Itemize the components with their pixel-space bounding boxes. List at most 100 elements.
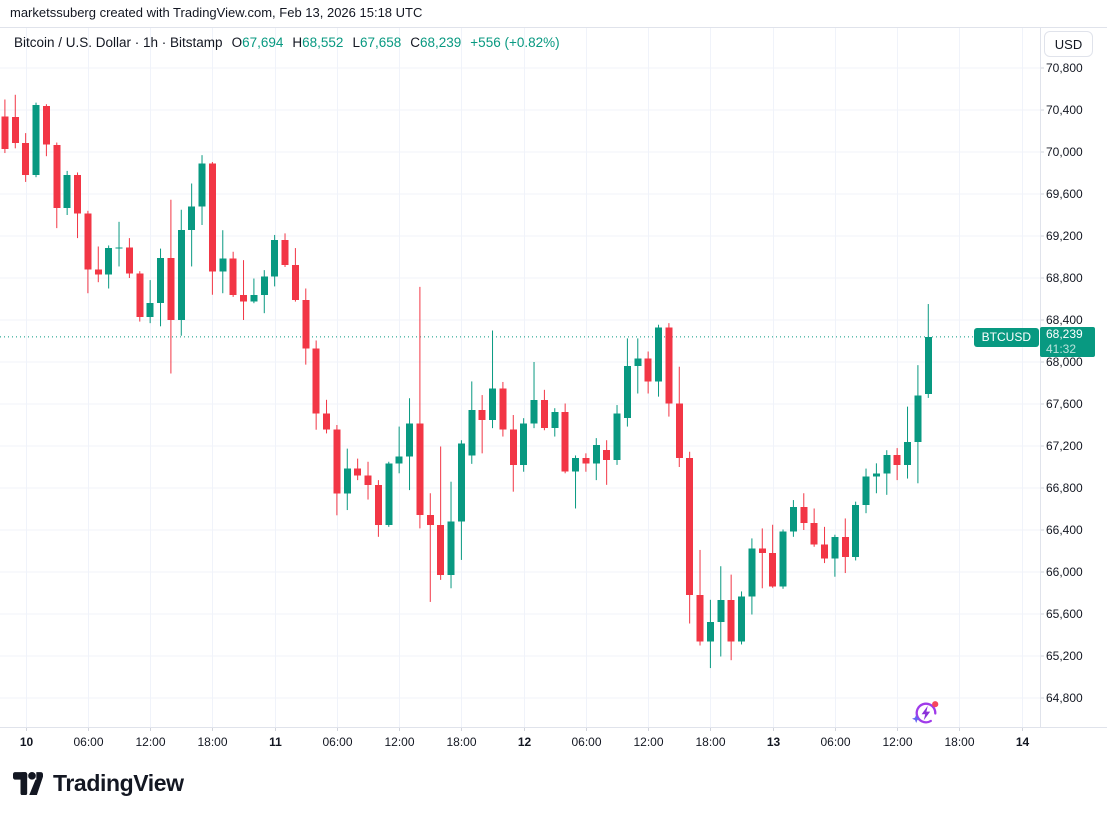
time-axis-label: 18:00 (197, 735, 228, 749)
candle-body (437, 524, 445, 576)
symbol-title[interactable]: Bitcoin / U.S. Dollar · 1h · Bitstamp (14, 35, 223, 50)
red-dot-icon (932, 701, 939, 708)
candle-body (862, 476, 870, 505)
candle-body (893, 454, 901, 465)
candle-body (22, 143, 30, 176)
candle-body (406, 423, 414, 457)
price-axis-label: 65,600 (1046, 606, 1083, 621)
time-axis-label: 13 (766, 735, 781, 749)
candle-body (208, 163, 216, 272)
candle-body (623, 366, 631, 419)
time-axis-label: 06:00 (73, 735, 104, 749)
candle-body (540, 399, 548, 429)
candle-body (11, 116, 19, 144)
ohlc-high: H 68,552 (292, 35, 344, 50)
candle-body (582, 458, 590, 464)
tradingview-logo[interactable]: TradingView (13, 770, 184, 797)
price-axis-label: 68,800 (1046, 270, 1083, 285)
candle-body (821, 544, 829, 559)
candle-body (779, 531, 787, 587)
candle-body (323, 413, 331, 430)
candle-body (665, 327, 673, 404)
last-price-value: 68,239 (1046, 327, 1083, 341)
candle-body (613, 413, 621, 461)
attribution-text: marketssuberg created with TradingView.c… (10, 5, 423, 20)
price-axis-label: 66,000 (1046, 564, 1083, 579)
candle-body (271, 240, 279, 277)
time-axis-label: 11 (269, 735, 282, 749)
candle-body (312, 348, 320, 414)
symbol-price-badge: BTCUSD (973, 328, 1039, 347)
candle-body (789, 506, 797, 532)
candle-body (489, 388, 497, 420)
candle-body (157, 258, 165, 304)
candle-body (229, 258, 237, 295)
candle-body (769, 553, 777, 587)
ohlc-open: O 67,694 (231, 35, 284, 50)
candle-body (385, 463, 393, 525)
candle-body (675, 403, 683, 459)
candle-body (374, 484, 382, 525)
candle-body (447, 521, 455, 576)
candle-body (530, 399, 538, 424)
candle-body (395, 456, 403, 464)
candle-body (136, 273, 144, 317)
price-axis-label: 69,200 (1046, 228, 1083, 243)
candle-body (924, 336, 932, 395)
candle-body (188, 206, 196, 231)
candle-body (84, 213, 92, 270)
candle-body (42, 105, 50, 145)
time-axis-label: 06:00 (571, 735, 602, 749)
candle-body (904, 441, 912, 465)
candle-body (63, 175, 71, 209)
attribution-bar: marketssuberg created with TradingView.c… (0, 0, 1107, 27)
time-axis-label: 18:00 (446, 735, 477, 749)
sparkle-icon (912, 714, 921, 723)
ohlc-low: L 67,658 (352, 35, 402, 50)
ai-lightning-circle-icon[interactable] (911, 698, 941, 728)
candle-body (914, 395, 922, 442)
time-axis-label: 12 (517, 735, 532, 749)
candle-body (758, 548, 766, 554)
candle-body (520, 423, 528, 465)
candle-body (810, 523, 818, 545)
candle-body (260, 276, 268, 295)
candle-body (426, 514, 434, 525)
price-axis-label: 67,200 (1046, 438, 1083, 453)
candle-body (457, 443, 465, 522)
price-axis-label: 68,000 (1046, 354, 1083, 369)
candle-body (717, 599, 725, 622)
candle-body (167, 258, 175, 320)
candle-body (831, 536, 839, 559)
candle-body (478, 409, 486, 420)
grid (0, 27, 1040, 727)
time-axis-label: 12:00 (882, 735, 913, 749)
candle-body (883, 454, 891, 474)
time-axis-label: 18:00 (695, 735, 726, 749)
candle-body (686, 458, 694, 596)
bar-countdown: 41:32 (1046, 342, 1077, 356)
candle-body (105, 248, 113, 275)
price-axis-label: 64,800 (1046, 690, 1083, 705)
candle-body (94, 269, 102, 275)
currency-unit-button[interactable]: USD (1044, 31, 1093, 57)
time-axis-label: 12:00 (384, 735, 415, 749)
ohlc-close: C 68,239 (410, 35, 462, 50)
separators (0, 27, 1107, 728)
candle-body (509, 429, 517, 465)
candle-body (603, 450, 611, 461)
candle-body (1, 116, 9, 149)
candle-body (364, 475, 372, 485)
candle-body (240, 294, 248, 302)
change-value: +556 (+0.82%) (470, 35, 560, 50)
candle-body (852, 504, 860, 557)
candle-body (302, 300, 310, 349)
price-axis-label: 65,200 (1046, 648, 1083, 663)
candle-body (416, 423, 424, 515)
candle-body (748, 548, 756, 597)
candle-body (291, 264, 299, 301)
candle-body (655, 327, 663, 382)
candle-body (177, 230, 185, 320)
